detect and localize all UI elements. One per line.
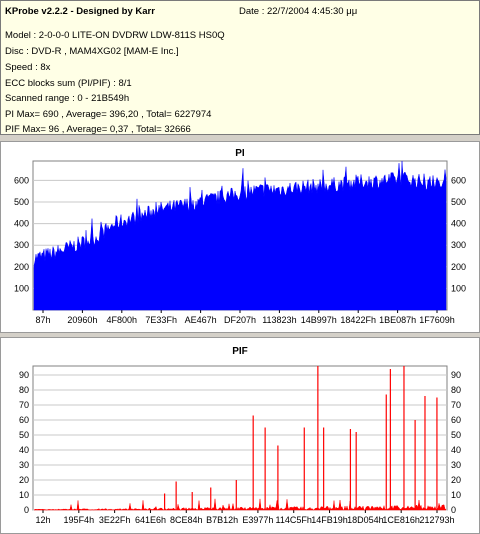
y-tick-label: 10 (19, 490, 29, 500)
pif-chart: 0 0 10 10 20 20 30 30 40 40 50 50 60 60 70 70 80 80 90 90 12… (19, 365, 461, 525)
pif-chart-panel: PIF 0 0 10 10 20 20 30 30 40 40 50 50 60 60 70 70 80 80 90… (0, 337, 480, 534)
y-tick-label: 400 (14, 219, 29, 229)
x-tick-label: 18422Fh (340, 315, 376, 325)
x-tick-label: 87h (35, 315, 50, 325)
y-tick-label: 300 (14, 240, 29, 250)
info-panel: KProbe v2.2.2 - Designed by Karr Date : … (0, 0, 480, 135)
y-tick-label: 60 (19, 415, 29, 425)
pi-series-area (33, 160, 447, 311)
pif-chart-title: PIF (232, 346, 248, 357)
y-tick-label-right: 100 (451, 283, 466, 293)
y-tick-label: 80 (19, 385, 29, 395)
x-tick-label: DF207h (224, 315, 256, 325)
x-tick-label: 18D054h (347, 515, 384, 525)
y-tick-label: 40 (19, 445, 29, 455)
x-tick-label: 7E33Fh (145, 315, 177, 325)
x-tick-label: 114C5Fh (276, 515, 312, 525)
y-tick-label-right: 50 (451, 430, 461, 440)
x-tick-label: 195F4h (64, 515, 95, 525)
pif-stats: PIF Max= 96 , Average= 0,37 , Total= 326… (5, 124, 191, 135)
y-tick-label-right: 80 (451, 385, 461, 395)
x-tick-label: 1F7609h (419, 315, 455, 325)
scan-date: Date : 22/7/2004 4:45:30 μμ (239, 6, 358, 17)
y-tick-label-right: 10 (451, 490, 461, 500)
y-tick-label-right: 200 (451, 262, 466, 272)
x-tick-label: B7B12h (206, 515, 238, 525)
y-tick-label-right: 70 (451, 400, 461, 410)
pi-chart-title: PI (235, 148, 245, 159)
pi-stats: PI Max= 690 , Average= 396,20 , Total= 6… (5, 109, 212, 120)
x-tick-label: 20960h (67, 315, 97, 325)
plot-area (32, 365, 448, 511)
pi-chart-panel: PI 100 100 200 200 300 300 400 400 500 500 600 600 8… (0, 141, 480, 333)
y-tick-label-right: 90 (451, 370, 461, 380)
y-tick-label-right: 30 (451, 460, 461, 470)
y-tick-label-right: 20 (451, 475, 461, 485)
drive-model: Model : 2-0-0-0 LITE-ON DVDRW LDW-811S H… (5, 30, 225, 41)
y-tick-label: 90 (19, 370, 29, 380)
y-tick-label-right: 600 (451, 175, 466, 185)
x-tick-label: 14B997h (301, 315, 337, 325)
x-tick-label: 14FB19h (311, 515, 348, 525)
x-tick-label: 1CE816h (382, 515, 420, 525)
x-tick-label: 113823h (262, 315, 296, 325)
x-tick-label: 212793h (419, 515, 454, 525)
y-tick-label-right: 60 (451, 415, 461, 425)
y-tick-label: 0 (24, 505, 29, 515)
ecc-info: ECC blocks sum (PI/PIF) : 8/1 (5, 78, 132, 89)
y-tick-label: 200 (14, 262, 29, 272)
pi-chart: 100 100 200 200 300 300 400 400 500 500 600 600 87h 2… (14, 160, 466, 325)
disc-info: Disc : DVD-R , MAM4XG02 [MAM-E Inc.] (5, 46, 179, 57)
y-tick-label-right: 0 (451, 505, 456, 515)
range-info: Scanned range : 0 - 21B549h (5, 93, 130, 104)
y-tick-label: 500 (14, 197, 29, 207)
x-tick-label: AE467h (185, 315, 217, 325)
y-tick-label-right: 400 (451, 219, 466, 229)
y-tick-label: 30 (19, 460, 29, 470)
y-tick-label: 20 (19, 475, 29, 485)
app-title: KProbe v2.2.2 - Designed by Karr (5, 6, 155, 17)
x-tick-label: 1BE087h (379, 315, 416, 325)
y-tick-label: 70 (19, 400, 29, 410)
x-tick-label: 4F800h (107, 315, 138, 325)
x-tick-label: E3977h (242, 515, 273, 525)
y-tick-label-right: 300 (451, 240, 466, 250)
x-tick-label: 12h (35, 515, 50, 525)
y-tick-label-right: 40 (451, 445, 461, 455)
speed-info: Speed : 8x (5, 62, 51, 73)
y-tick-label-right: 500 (451, 197, 466, 207)
x-tick-label: 8CE84h (170, 515, 203, 525)
y-tick-label: 100 (14, 283, 29, 293)
y-tick-label: 50 (19, 430, 29, 440)
pif-noise-floor (33, 498, 447, 511)
y-tick-label: 600 (14, 175, 29, 185)
x-tick-label: 3E22Fh (99, 515, 131, 525)
x-tick-label: 641E6h (135, 515, 166, 525)
